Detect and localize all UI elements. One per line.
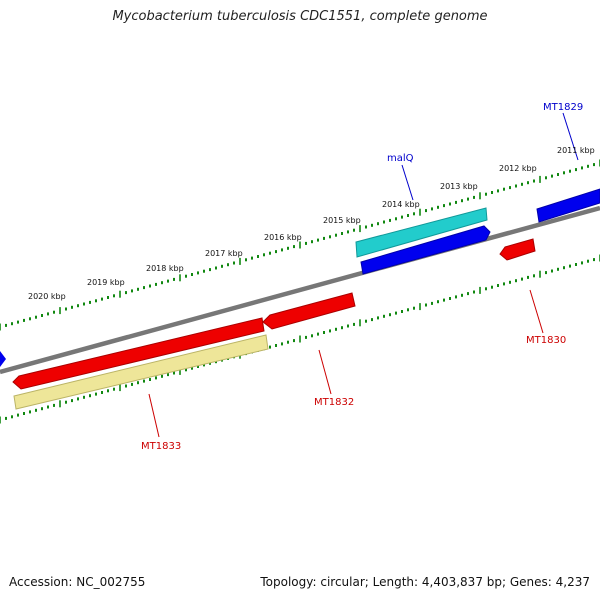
- leader-mt1830: [529, 289, 544, 334]
- map-title: Mycobacterium tuberculosis CDC1551, comp…: [112, 9, 488, 24]
- feature-malq: [355, 207, 488, 258]
- leader-malq: [401, 164, 414, 201]
- feature-mt1832: [262, 292, 356, 330]
- scale-label-2018: 2018 kbp: [146, 264, 184, 273]
- feature-mt1831-forward: [360, 225, 491, 275]
- topology-text: Topology: circular; Length: 4,403,837 bp…: [260, 575, 590, 589]
- scale-label-2012: 2012 kbp: [499, 164, 537, 173]
- feature-left-edge-forward: [0, 351, 6, 367]
- gene-label-mt1832: MT1832: [314, 397, 354, 408]
- scale-label-2015: 2015 kbp: [323, 216, 361, 225]
- leader-mt1833: [148, 393, 160, 438]
- gene-label-mt1830: MT1830: [526, 335, 566, 346]
- scale-label-2020: 2020 kbp: [28, 292, 66, 301]
- feature-misc-region: [13, 334, 269, 410]
- scale-label-2017: 2017 kbp: [205, 249, 243, 258]
- scale-label-2013: 2013 kbp: [440, 182, 478, 191]
- leader-mt1829: [562, 112, 579, 161]
- outer-tick-track: [0, 159, 600, 331]
- feature-mt1830: [499, 238, 536, 261]
- accession-text: Accession: NC_002755: [9, 575, 146, 589]
- genome-backbone: [0, 205, 600, 375]
- scale-label-2014: 2014 kbp: [382, 200, 420, 209]
- gene-label-mt1829: MT1829: [543, 102, 583, 113]
- scale-label-2011: 2011 kbp: [557, 146, 595, 155]
- feature-mt1833: [12, 317, 265, 390]
- leader-mt1832: [318, 349, 332, 395]
- scale-label-2019: 2019 kbp: [87, 278, 125, 287]
- gene-label-mt1833: MT1833: [141, 441, 181, 452]
- scale-label-2016: 2016 kbp: [264, 233, 302, 242]
- gene-label-malq: malQ: [387, 153, 414, 164]
- feature-mt1829: [536, 188, 600, 223]
